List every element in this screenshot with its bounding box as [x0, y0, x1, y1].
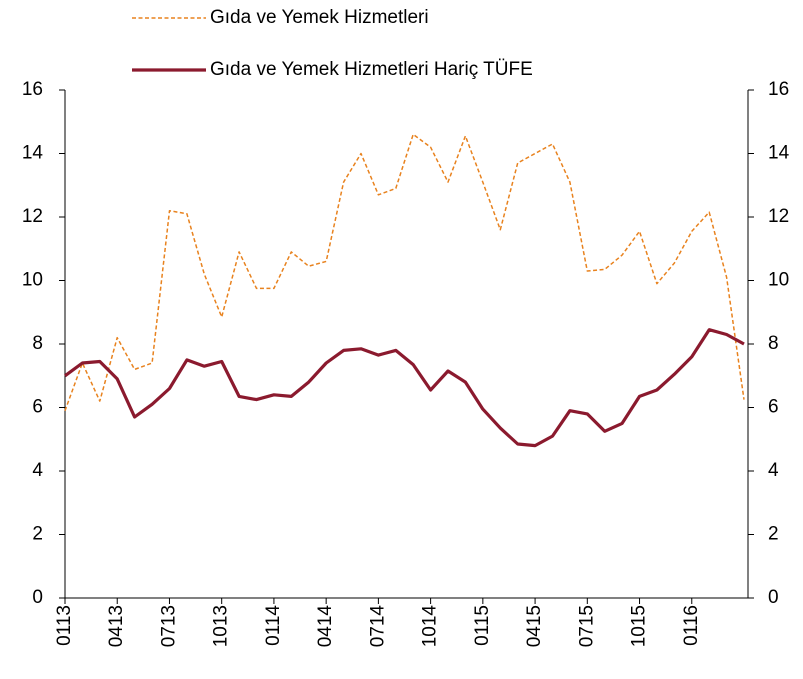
y2-tick-label: 6 — [768, 397, 779, 418]
series-line — [64, 133, 745, 411]
legend-label: Gıda ve Yemek Hizmetleri Hariç TÜFE — [210, 59, 533, 80]
y2-tick-label: 10 — [768, 270, 789, 291]
y-tick-label: 6 — [32, 397, 43, 418]
y-tick-label: 16 — [22, 79, 43, 100]
x-tick-label: 0715 — [576, 605, 597, 647]
y2-tick-label: 12 — [768, 206, 789, 227]
x-tick-label: 0714 — [367, 605, 388, 648]
x-tick-label: 0414 — [315, 605, 336, 648]
x-tick-label: 0413 — [106, 605, 127, 647]
y2-tick-label: 16 — [768, 79, 789, 100]
x-tick-label: 0713 — [158, 605, 179, 647]
y2-tick-label: 4 — [768, 460, 779, 481]
x-tick-label: 1013 — [211, 605, 232, 647]
y2-tick-label: 2 — [768, 524, 779, 545]
x-tick-label: 0415 — [524, 605, 545, 647]
y-tick-label: 10 — [22, 270, 43, 291]
y2-tick-label: 0 — [768, 587, 779, 608]
y-tick-label: 2 — [32, 524, 43, 545]
x-tick-label: 0116 — [681, 605, 702, 646]
x-tick-label: 0115 — [472, 605, 493, 646]
y2-tick-label: 8 — [768, 333, 779, 354]
y-tick-label: 4 — [32, 460, 43, 481]
y-tick-label: 12 — [22, 206, 43, 227]
x-tick-label: 0113 — [54, 605, 75, 646]
y2-tick-label: 14 — [768, 143, 790, 164]
y-tick-label: 8 — [32, 333, 43, 354]
series-line — [64, 328, 745, 448]
y-tick-label: 14 — [22, 143, 44, 164]
x-tick-label: 1015 — [629, 605, 650, 647]
x-tick-label: 0114 — [263, 605, 284, 646]
x-tick-label: 1014 — [420, 605, 441, 648]
legend-label: Gıda ve Yemek Hizmetleri — [210, 7, 429, 28]
y-tick-label: 0 — [32, 587, 43, 608]
